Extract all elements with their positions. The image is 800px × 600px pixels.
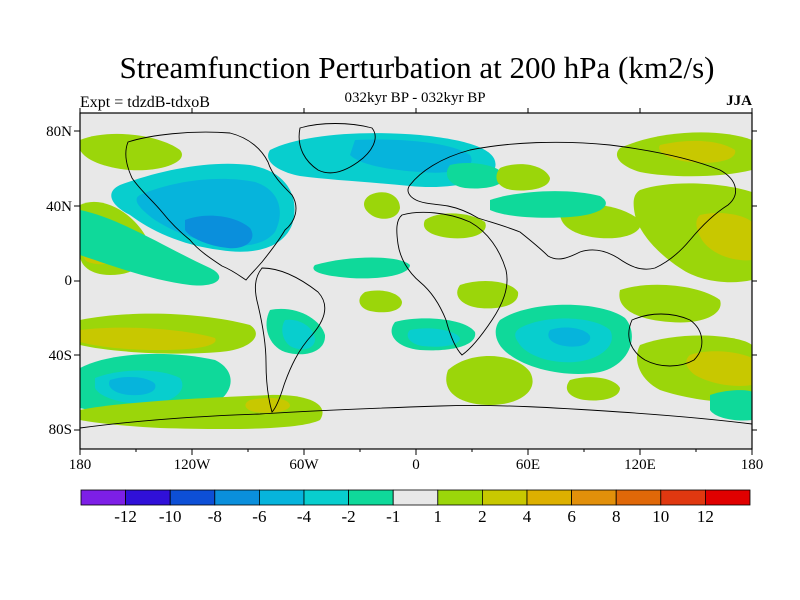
coastline <box>396 211 508 356</box>
contour-region <box>350 139 472 173</box>
colorbar-box <box>571 489 617 506</box>
colorbar-box <box>214 489 260 506</box>
contour-region <box>619 284 721 323</box>
colorbar-label: -12 <box>114 507 137 526</box>
coastline <box>407 141 736 270</box>
colorbar-box <box>125 489 171 506</box>
coastline-layer <box>80 123 752 429</box>
contour-region <box>80 133 182 171</box>
contour-region <box>633 183 752 283</box>
y-label-equator: 0 <box>64 273 73 289</box>
x-label-180e: 180 <box>740 457 764 473</box>
colorbar-label: -10 <box>158 507 182 526</box>
map-subtitle: 032kyr BP - 032kyr BP <box>344 90 486 106</box>
colorbar-box <box>303 489 349 506</box>
colorbar-box <box>526 489 572 506</box>
contour-region <box>446 355 533 405</box>
contour-region <box>80 210 220 286</box>
contour-region <box>446 163 505 189</box>
contour-region <box>282 319 315 350</box>
colorbar <box>80 489 751 506</box>
y-label-40s: 40S <box>48 348 72 364</box>
colorbar-label: -1 <box>386 507 401 526</box>
x-label-0: 0 <box>412 457 420 473</box>
axis-ticks <box>74 108 757 455</box>
colorbar-label: 8 <box>611 507 621 526</box>
colorbar-label: 10 <box>652 507 670 526</box>
contour-region <box>185 215 253 249</box>
colorbar-label: 12 <box>696 507 714 526</box>
contour-region <box>313 257 410 279</box>
contour-region <box>490 191 606 218</box>
colorbar-label: -4 <box>296 507 312 526</box>
colorbar-label: -8 <box>207 507 222 526</box>
contour-region <box>566 377 620 401</box>
x-label-120w: 120W <box>173 457 211 473</box>
colorbar-box <box>437 489 483 506</box>
colorbar-box <box>481 489 528 506</box>
y-label-40n: 40N <box>46 199 72 215</box>
colorbar-box <box>660 489 706 506</box>
x-label-180w: 180 <box>68 457 92 473</box>
coastline <box>254 267 326 413</box>
season-label: JJA <box>726 93 752 109</box>
coastline <box>80 405 752 429</box>
contour-region <box>496 164 550 191</box>
x-label-60w: 60W <box>289 457 319 473</box>
colorbar-label: 4 <box>522 507 532 526</box>
contour-region <box>548 327 591 347</box>
colorbar-box <box>705 489 751 506</box>
colorbar-label: 6 <box>567 507 576 526</box>
contour-region <box>80 327 216 350</box>
x-label-60e: 60E <box>515 457 541 473</box>
contour-region <box>423 213 486 239</box>
contour-region <box>407 328 460 347</box>
colorbar-box <box>392 489 439 506</box>
contour-region <box>696 212 752 261</box>
colorbar-box <box>258 489 305 506</box>
coastline <box>628 313 703 367</box>
contour-region <box>364 192 400 219</box>
colorbar-box <box>80 489 126 506</box>
x-label-120e: 120E <box>624 457 656 473</box>
contour-region <box>686 351 752 386</box>
contour-region <box>710 390 752 421</box>
coastline <box>125 131 297 281</box>
colorbar-label: -6 <box>252 507 267 526</box>
colorbar-box <box>169 489 216 506</box>
contour-region <box>109 376 156 396</box>
experiment-label: Expt = tdzdB-tdxoB <box>80 94 210 111</box>
colorbar-label: 1 <box>433 507 443 526</box>
contour-fill-layer <box>80 132 752 430</box>
contour-region <box>457 280 519 309</box>
colorbar-box <box>348 489 394 506</box>
colorbar-box <box>615 489 662 506</box>
contour-region <box>359 290 402 313</box>
map-title: Streamfunction Perturbation at 200 hPa (… <box>119 50 715 85</box>
coastline <box>298 123 376 174</box>
contour-region <box>245 398 290 413</box>
colorbar-label: 2 <box>478 507 487 526</box>
colorbar-label: -2 <box>341 507 356 526</box>
y-label-80s: 80S <box>48 422 72 438</box>
y-label-80n: 80N <box>46 124 72 140</box>
